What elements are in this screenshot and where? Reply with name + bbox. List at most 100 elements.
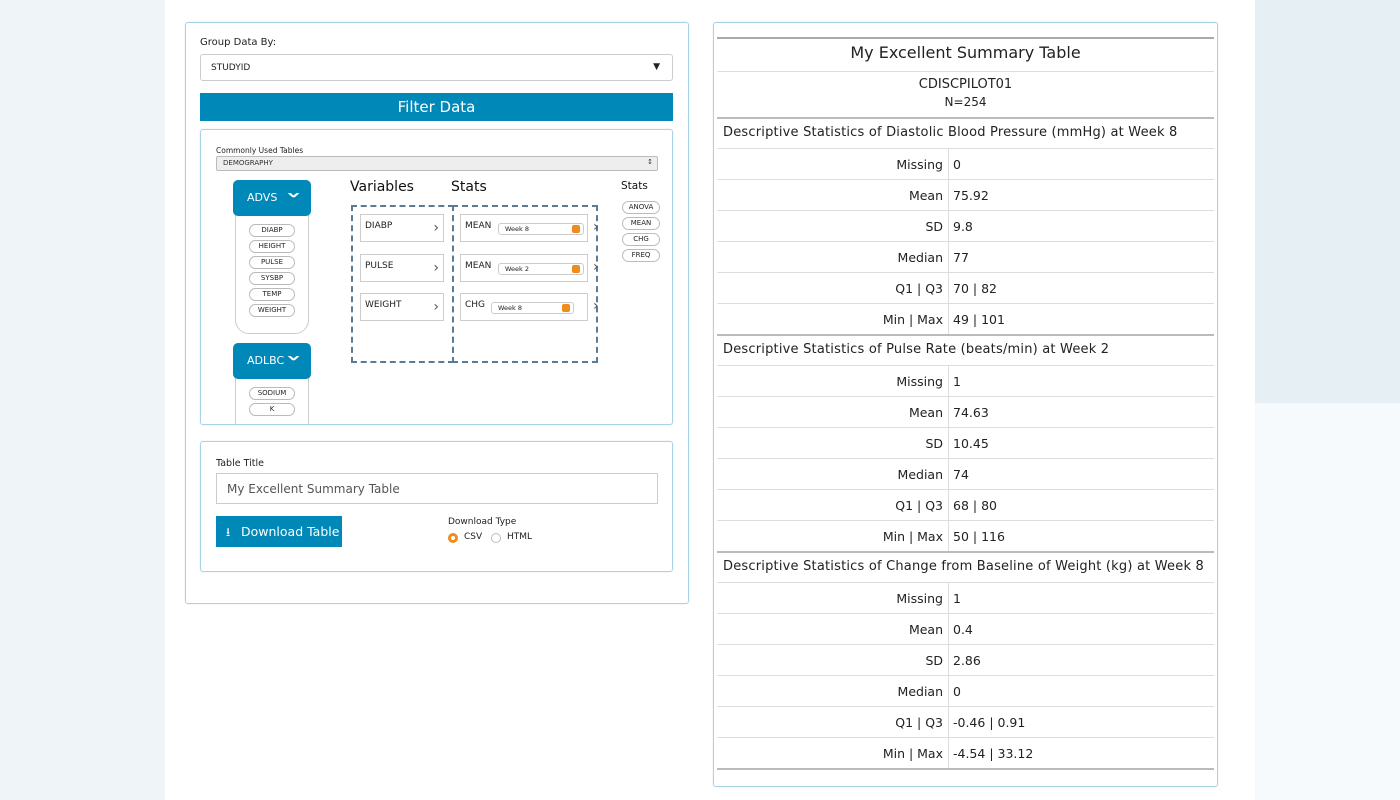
table-builder: Commonly Used Tables DEMOGRAPHY ↕ ADVS › DIAB… [200,129,673,425]
table-rule [717,334,1214,336]
table-title-input[interactable]: My Excellent Summary Table [216,473,658,504]
column-divider [948,427,949,458]
variable-card[interactable]: DIABP › [360,214,444,242]
radio-label: CSV [464,532,483,542]
chevron-icon: › [433,220,439,236]
table-rule [717,179,1214,180]
variables-header: Variables [350,179,414,195]
variable-pill[interactable]: HEIGHT [249,240,295,253]
column-divider [948,241,949,272]
column-divider [948,520,949,551]
stat-label: Q1 | Q3 [895,715,943,730]
variable-pill[interactable]: SYSBP [249,272,295,285]
download-type-label: Download Type [448,517,517,527]
column-divider [948,272,949,303]
table-rule [717,551,1214,553]
select-value: STUDYID [211,63,251,73]
week-select[interactable]: Week 2 [498,262,584,275]
stat-name: MEAN [465,221,492,231]
variable-pill[interactable]: TEMP [249,288,295,301]
stat-value: -0.46 | 0.91 [953,715,1026,730]
radio-button[interactable] [491,533,501,543]
study-n: N=254 [944,95,987,109]
stat-label: Median [897,250,943,265]
dataset-button[interactable]: ADVS › [233,180,311,216]
column-divider [948,675,949,706]
table-title-label: Table Title [216,458,264,469]
select-icon [562,304,570,312]
column-divider [948,582,949,613]
dataset-name: ADVS [247,191,278,204]
select-arrows: ↕ [647,158,653,166]
stat-card[interactable]: CHG Week 8 [460,293,588,321]
study-id: CDISCPILOT01 [918,77,1013,92]
stat-name: MEAN [465,260,492,271]
table-rule [717,365,1214,366]
section-heading: Descriptive Statistics of Diastolic Bloo… [723,125,1178,140]
variable-pill[interactable]: PULSE [249,256,295,269]
table-rule [717,489,1214,490]
download-label: Download Table [241,524,340,539]
stat-label: Median [897,467,943,482]
column-divider [948,148,949,179]
radio-button[interactable] [448,533,458,543]
group-by-label: Group Data By: [200,37,277,48]
variable-pill[interactable]: WEIGHT [249,304,295,317]
select-icon [572,264,580,273]
variable-card[interactable]: WEIGHT › [360,293,444,321]
stat-value: 74.63 [953,405,989,420]
stat-value: 2.86 [953,653,981,668]
table-rule [717,303,1214,304]
week-select[interactable]: Week 8 [498,223,584,235]
table-rule [717,272,1214,273]
export-panel: Table Title My Excellent Summary Table ⭳ Do… [200,441,673,572]
filter-button[interactable]: Filter Data [200,93,673,121]
stat-label: Min | Max [882,746,943,761]
column-divider [948,365,949,396]
stat-card[interactable]: MEAN Week 8 [460,214,588,242]
week-select[interactable]: Week 8 [491,302,574,314]
week-value: Week 8 [498,304,523,312]
variable-card[interactable]: PULSE › [360,253,444,282]
stat-value: 1 [953,374,961,389]
stat-option-pill[interactable]: MEAN [622,217,660,230]
group-by-select[interactable]: STUDYID ▼ [200,54,673,81]
variable-pill[interactable]: SODIUM [249,387,295,400]
stat-card[interactable]: MEAN Week 2 [460,253,588,282]
stat-value: 9.8 [953,219,973,234]
column-divider [948,706,949,737]
expand-icon: › [278,354,309,362]
stat-option-pill[interactable]: CHG [622,233,660,246]
column-divider [948,210,949,241]
dataset-name: ADLBC [247,354,285,367]
stat-label: Mean [908,405,943,420]
week-value: Week 8 [505,225,530,233]
stat-value: 74 [953,467,969,482]
table-rule [717,458,1214,459]
download-button[interactable]: ⭳ Download Table [216,516,342,547]
stat-label: Min | Max [882,312,943,327]
stat-option-pill[interactable]: FREQ [622,249,660,262]
stats-dropzone [452,205,598,363]
stat-value: 0 [953,684,961,699]
chevron-icon: › [433,299,439,315]
stat-option-pill[interactable]: ANOVA [622,201,660,214]
week-value: Week 2 [505,264,530,273]
column-divider [948,613,949,644]
stat-value: 50 | 116 [953,529,1005,544]
variable-pill[interactable]: DIABP [249,224,295,237]
table-rule [717,768,1214,770]
variable-pill[interactable]: K [249,403,295,416]
table-rule [717,706,1214,707]
stat-name: CHG [465,300,486,310]
dataset-button[interactable]: ADLBC › [233,343,311,379]
table-rule [717,427,1214,428]
caret-icon: ▼ [653,62,660,72]
stat-value: 49 | 101 [953,312,1005,327]
side-background [1255,403,1400,800]
table-title: My Excellent Summary Table [850,43,1081,62]
tables-select[interactable]: DEMOGRAPHY ↕ [216,156,658,171]
stat-label: Median [897,684,943,699]
